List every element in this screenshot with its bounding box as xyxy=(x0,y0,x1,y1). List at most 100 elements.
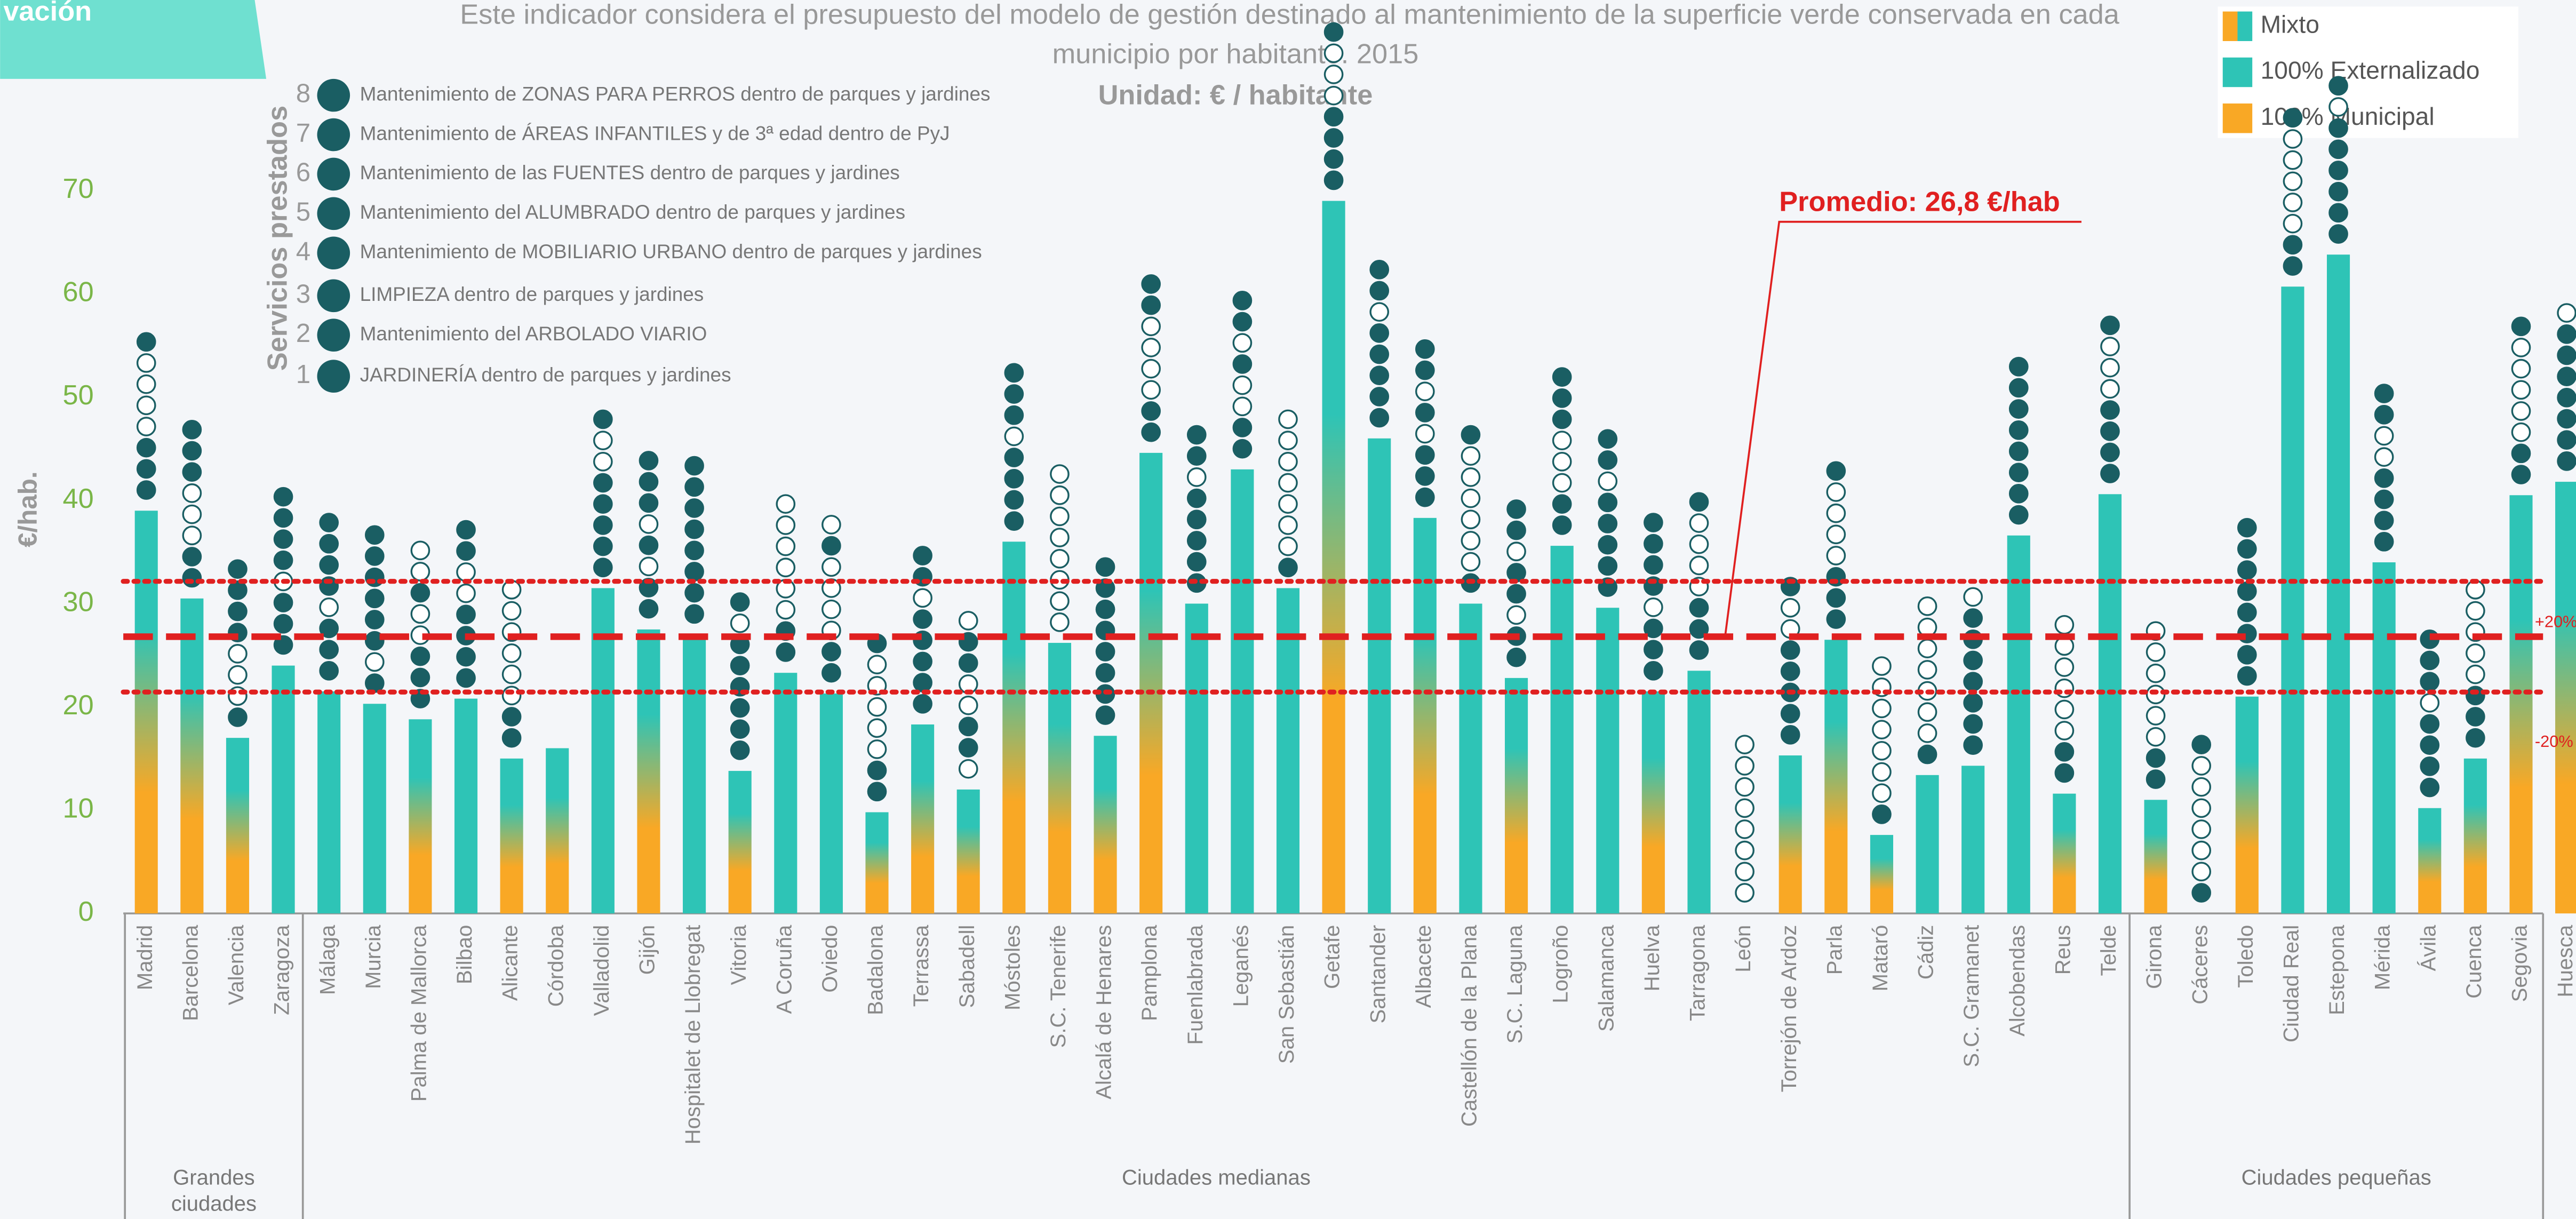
service-dot xyxy=(2008,356,2029,377)
service-icon xyxy=(317,197,350,230)
annotation: Promedio: 26,8 €/hab xyxy=(1779,187,2060,218)
service-dot xyxy=(1598,514,1618,533)
x-tick-label: Madrid xyxy=(133,925,157,990)
bar xyxy=(2098,494,2122,914)
x-tick-label: S.C. Tenerife xyxy=(1047,925,1070,1048)
tab xyxy=(0,0,267,79)
y-tick-label: 20 xyxy=(62,690,93,721)
service-dot xyxy=(2100,442,2120,463)
service-dot xyxy=(822,515,841,535)
x-tick-label: Segovia xyxy=(2508,925,2532,1002)
service-dot xyxy=(1369,281,1390,301)
service-dot xyxy=(136,353,156,373)
service-icon xyxy=(317,236,350,270)
service-dot xyxy=(684,477,704,497)
service-dot xyxy=(2237,644,2257,665)
service-dot xyxy=(1323,107,1344,127)
service-dot xyxy=(2374,426,2394,446)
group-label-box: Ciudades medianas xyxy=(1121,1165,1311,1190)
service-dot xyxy=(1689,640,1709,660)
service-dot xyxy=(1506,541,1526,562)
service-dot xyxy=(1872,762,1892,782)
service-dot xyxy=(2008,463,2029,482)
service-dot xyxy=(1369,323,1390,343)
service-label: Mantenimiento del ALUMBRADO dentro de pa… xyxy=(360,201,905,223)
service-dot xyxy=(2054,721,2075,740)
x-tick-label: Bilbao xyxy=(453,925,476,984)
bar xyxy=(2509,495,2533,914)
service-label: Mantenimiento del ARBOLADO VIARIO xyxy=(360,323,707,345)
service-dot xyxy=(1506,499,1526,519)
service-dot xyxy=(1141,316,1161,337)
service-dot xyxy=(684,519,704,539)
service-number: 8 xyxy=(296,79,310,108)
bar xyxy=(1002,541,1026,914)
service-dot xyxy=(1644,640,1663,659)
service-dot xyxy=(228,601,248,622)
x-tick-label: Albacete xyxy=(1412,925,1435,1008)
service-dot xyxy=(822,557,841,577)
service-dot xyxy=(2511,465,2531,484)
service-number: 7 xyxy=(296,118,310,148)
bar xyxy=(226,738,250,914)
group-label-box: Ciudades pequeñas xyxy=(2241,1165,2431,1190)
service-dot xyxy=(364,631,385,651)
x-tick-label: Tarragona xyxy=(1686,925,1710,1021)
service-dot xyxy=(364,525,385,545)
service-dot xyxy=(913,673,932,692)
service-dot xyxy=(1780,725,1800,745)
service-dot xyxy=(2283,213,2303,234)
group-label: Ciudades pequeñas xyxy=(2241,1165,2431,1190)
service-dot xyxy=(2008,484,2029,504)
x-tick-label: Córdoba xyxy=(544,925,568,1007)
bar xyxy=(1687,671,1711,914)
service-dot xyxy=(1232,396,1253,417)
service-dot xyxy=(639,599,659,619)
service-dot xyxy=(2054,615,2075,635)
x-tick-label: Santander xyxy=(1366,925,1390,1024)
service-dot xyxy=(1095,642,1115,662)
service-dot xyxy=(1232,354,1253,374)
service-dot xyxy=(1415,424,1435,444)
bar xyxy=(2372,562,2396,914)
x-tick-label: Oviedo xyxy=(818,925,842,993)
y-tick-label: 30 xyxy=(62,586,93,617)
service-dot xyxy=(730,656,750,675)
reference-label: +20% xyxy=(2535,612,2576,631)
bar xyxy=(1916,775,1939,914)
service-dot xyxy=(1963,587,1983,607)
service-dot xyxy=(1095,599,1115,619)
service-dot xyxy=(1323,65,1344,84)
service-dot xyxy=(364,673,385,693)
service-dot xyxy=(2054,763,2075,783)
service-dot xyxy=(1872,783,1892,803)
service-number: 3 xyxy=(296,279,310,308)
service-dot xyxy=(684,562,704,581)
service-dot xyxy=(958,653,978,673)
service-dot xyxy=(456,668,476,688)
service-dot xyxy=(2466,643,2485,663)
x-tick-label: Reus xyxy=(2051,925,2075,975)
service-dot xyxy=(2237,517,2257,538)
service-dot xyxy=(1826,588,1846,608)
service-dot xyxy=(1415,445,1435,465)
service-dot xyxy=(182,483,202,503)
service-dot xyxy=(1278,473,1298,493)
service-dot xyxy=(2557,367,2576,386)
service-dot xyxy=(2328,181,2348,202)
group-label: Grandes ciudades xyxy=(171,1165,257,1216)
chart-subtitle: municipio por habitante. 2015 xyxy=(1052,39,1419,70)
service-dot xyxy=(2374,511,2394,531)
group-label: Ciudades medianas xyxy=(1121,1165,1311,1190)
service-dot xyxy=(1598,556,1618,576)
service-dot xyxy=(913,546,932,565)
bar xyxy=(1504,678,1528,914)
x-tick-label: Barcelona xyxy=(179,925,202,1021)
service-dot xyxy=(2100,315,2120,336)
service-dot xyxy=(639,472,659,492)
bar xyxy=(1824,640,1848,914)
service-dot xyxy=(2237,560,2257,580)
service-dot xyxy=(319,640,339,659)
service-dot xyxy=(2191,756,2212,776)
service-dot xyxy=(1461,531,1481,551)
